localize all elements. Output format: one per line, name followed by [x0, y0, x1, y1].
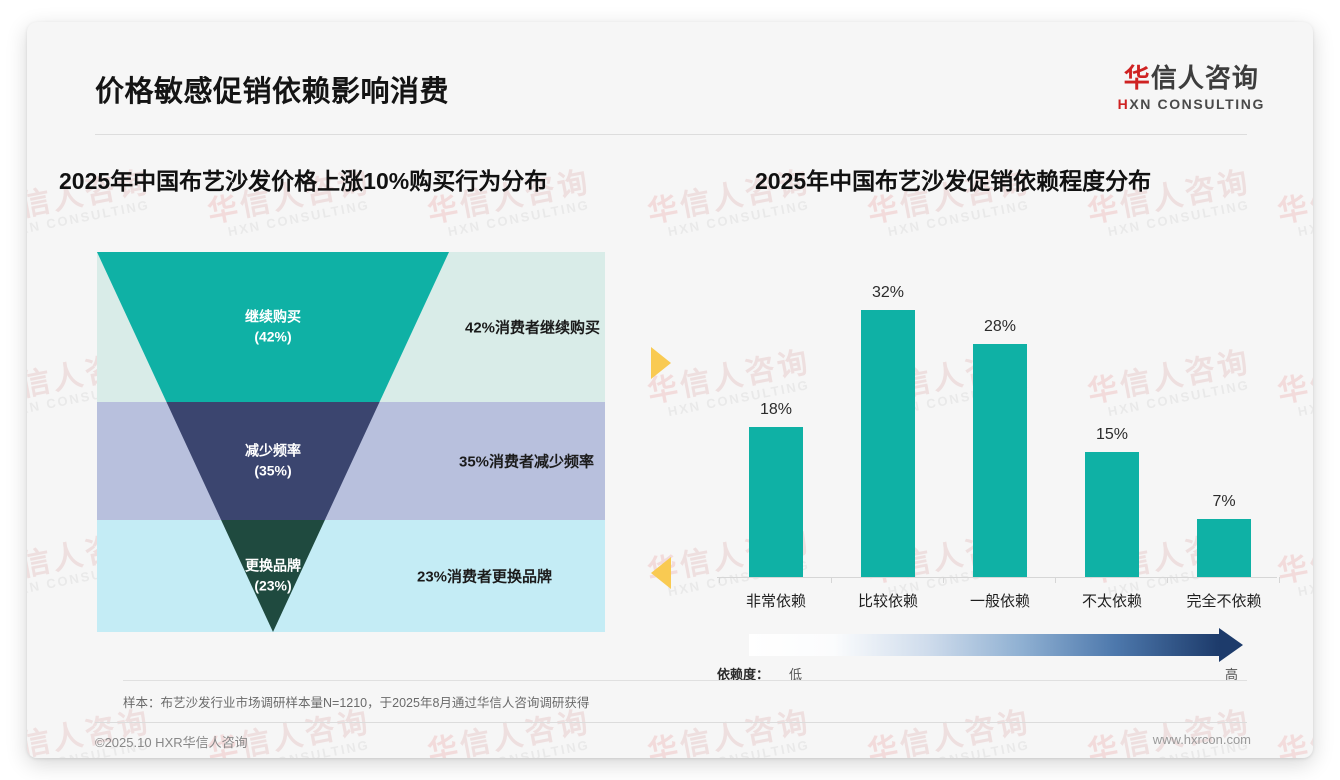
play-right-icon: [651, 347, 671, 379]
funnel-segment-shape: [221, 520, 325, 632]
bar-axis-line: [717, 577, 1277, 578]
gradient-bar: [749, 634, 1219, 656]
axis-tick: [1055, 577, 1056, 583]
gradient-arrow-head-icon: [1219, 628, 1243, 662]
bar-rect[interactable]: [973, 344, 1027, 577]
axis-tick: [831, 577, 832, 583]
play-left-icon: [651, 557, 671, 589]
bar-column[interactable]: 15%: [1061, 277, 1163, 577]
company-logo: 华信人咨询 HXN CONSULTING: [1118, 63, 1265, 112]
header-divider: [95, 134, 1247, 135]
right-chart-title: 2025年中国布艺沙发促销依赖程度分布: [755, 168, 1152, 194]
funnel-chart: 继续购买 (42%) 42%消费者继续购买 减少频率 (35%) 35%消费者减少频率 更换…: [97, 252, 605, 632]
logo-english: HXN CONSULTING: [1118, 96, 1265, 112]
bar-value-label: 15%: [1095, 426, 1129, 443]
legend-high-label: 高: [1225, 667, 1239, 682]
bar-category-label: 不太依赖: [1081, 593, 1142, 610]
logo-en-h: H: [1117, 95, 1130, 112]
funnel-side-text: 35%消费者减少频率: [459, 453, 595, 471]
footer-divider: [95, 722, 1247, 723]
bar-value-label: 18%: [759, 401, 793, 418]
logo-chinese: 华信人咨询: [1118, 63, 1265, 94]
bar-category-label: 非常依赖: [745, 593, 806, 610]
logo-cn-rest: 信人咨询: [1150, 63, 1259, 93]
axis-tick: [1279, 577, 1280, 583]
axis-tick: [1167, 577, 1168, 583]
logo-hua-char: 华: [1123, 63, 1151, 93]
funnel-row[interactable]: 减少频率 (35%) 35%消费者减少频率: [97, 402, 605, 520]
funnel-segment-shape: [97, 252, 449, 402]
bar-column[interactable]: 28%: [949, 277, 1051, 577]
dependency-gradient-legend: 依赖度： 低 高: [717, 628, 1257, 686]
bar-rect[interactable]: [861, 310, 915, 577]
footnote-divider: [123, 680, 1247, 681]
bar-column[interactable]: 18%: [725, 277, 827, 577]
bar-category-label: 比较依赖: [857, 593, 918, 610]
funnel-row[interactable]: 继续购买 (42%) 42%消费者继续购买: [97, 252, 605, 402]
left-chart-title: 2025年中国布艺沙发价格上涨10%购买行为分布: [59, 168, 548, 194]
funnel-row[interactable]: 更换品牌 (23%) 23%消费者更换品牌: [97, 520, 605, 632]
bar-category-label: 一般依赖: [969, 593, 1030, 610]
funnel-side-text: 42%消费者继续购买: [465, 319, 601, 337]
funnel-side-text: 23%消费者更换品牌: [417, 568, 553, 586]
bar-value-label: 7%: [1212, 493, 1236, 510]
slide-header: 价格敏感促销依赖影响消费 华信人咨询 HXN CONSULTING: [27, 22, 1313, 140]
legend-low-label: 低: [789, 667, 803, 682]
logo-en-rest: XN CONSULTING: [1129, 95, 1265, 112]
bar-rect[interactable]: [749, 427, 803, 577]
funnel-band: [97, 520, 605, 632]
legend-title: 依赖度：: [717, 667, 770, 682]
website-link[interactable]: www.hxrcon.com: [1152, 732, 1251, 747]
bar-value-label: 32%: [871, 284, 905, 301]
bar-value-label: 28%: [983, 318, 1017, 335]
bar-category-label: 完全不依赖: [1186, 593, 1262, 610]
bar-column[interactable]: 7%: [1173, 277, 1275, 577]
axis-tick: [943, 577, 944, 583]
axis-tick: [719, 577, 720, 583]
bar-rect[interactable]: [1085, 452, 1139, 577]
funnel-segment-shape: [166, 402, 380, 520]
copyright-text: ©2025.10 HXR华信人咨询: [95, 735, 248, 750]
bar-chart: 18% 32% 28% 15% 7%: [717, 277, 1277, 577]
bar-rect[interactable]: [1197, 519, 1251, 577]
page-title: 价格敏感促销依赖影响消费: [95, 76, 450, 108]
sample-footnote: 样本：布艺沙发行业市场调研样本量N=1210，于2025年8月通过华信人咨询调研…: [123, 696, 590, 710]
bar-column[interactable]: 32%: [837, 277, 939, 577]
